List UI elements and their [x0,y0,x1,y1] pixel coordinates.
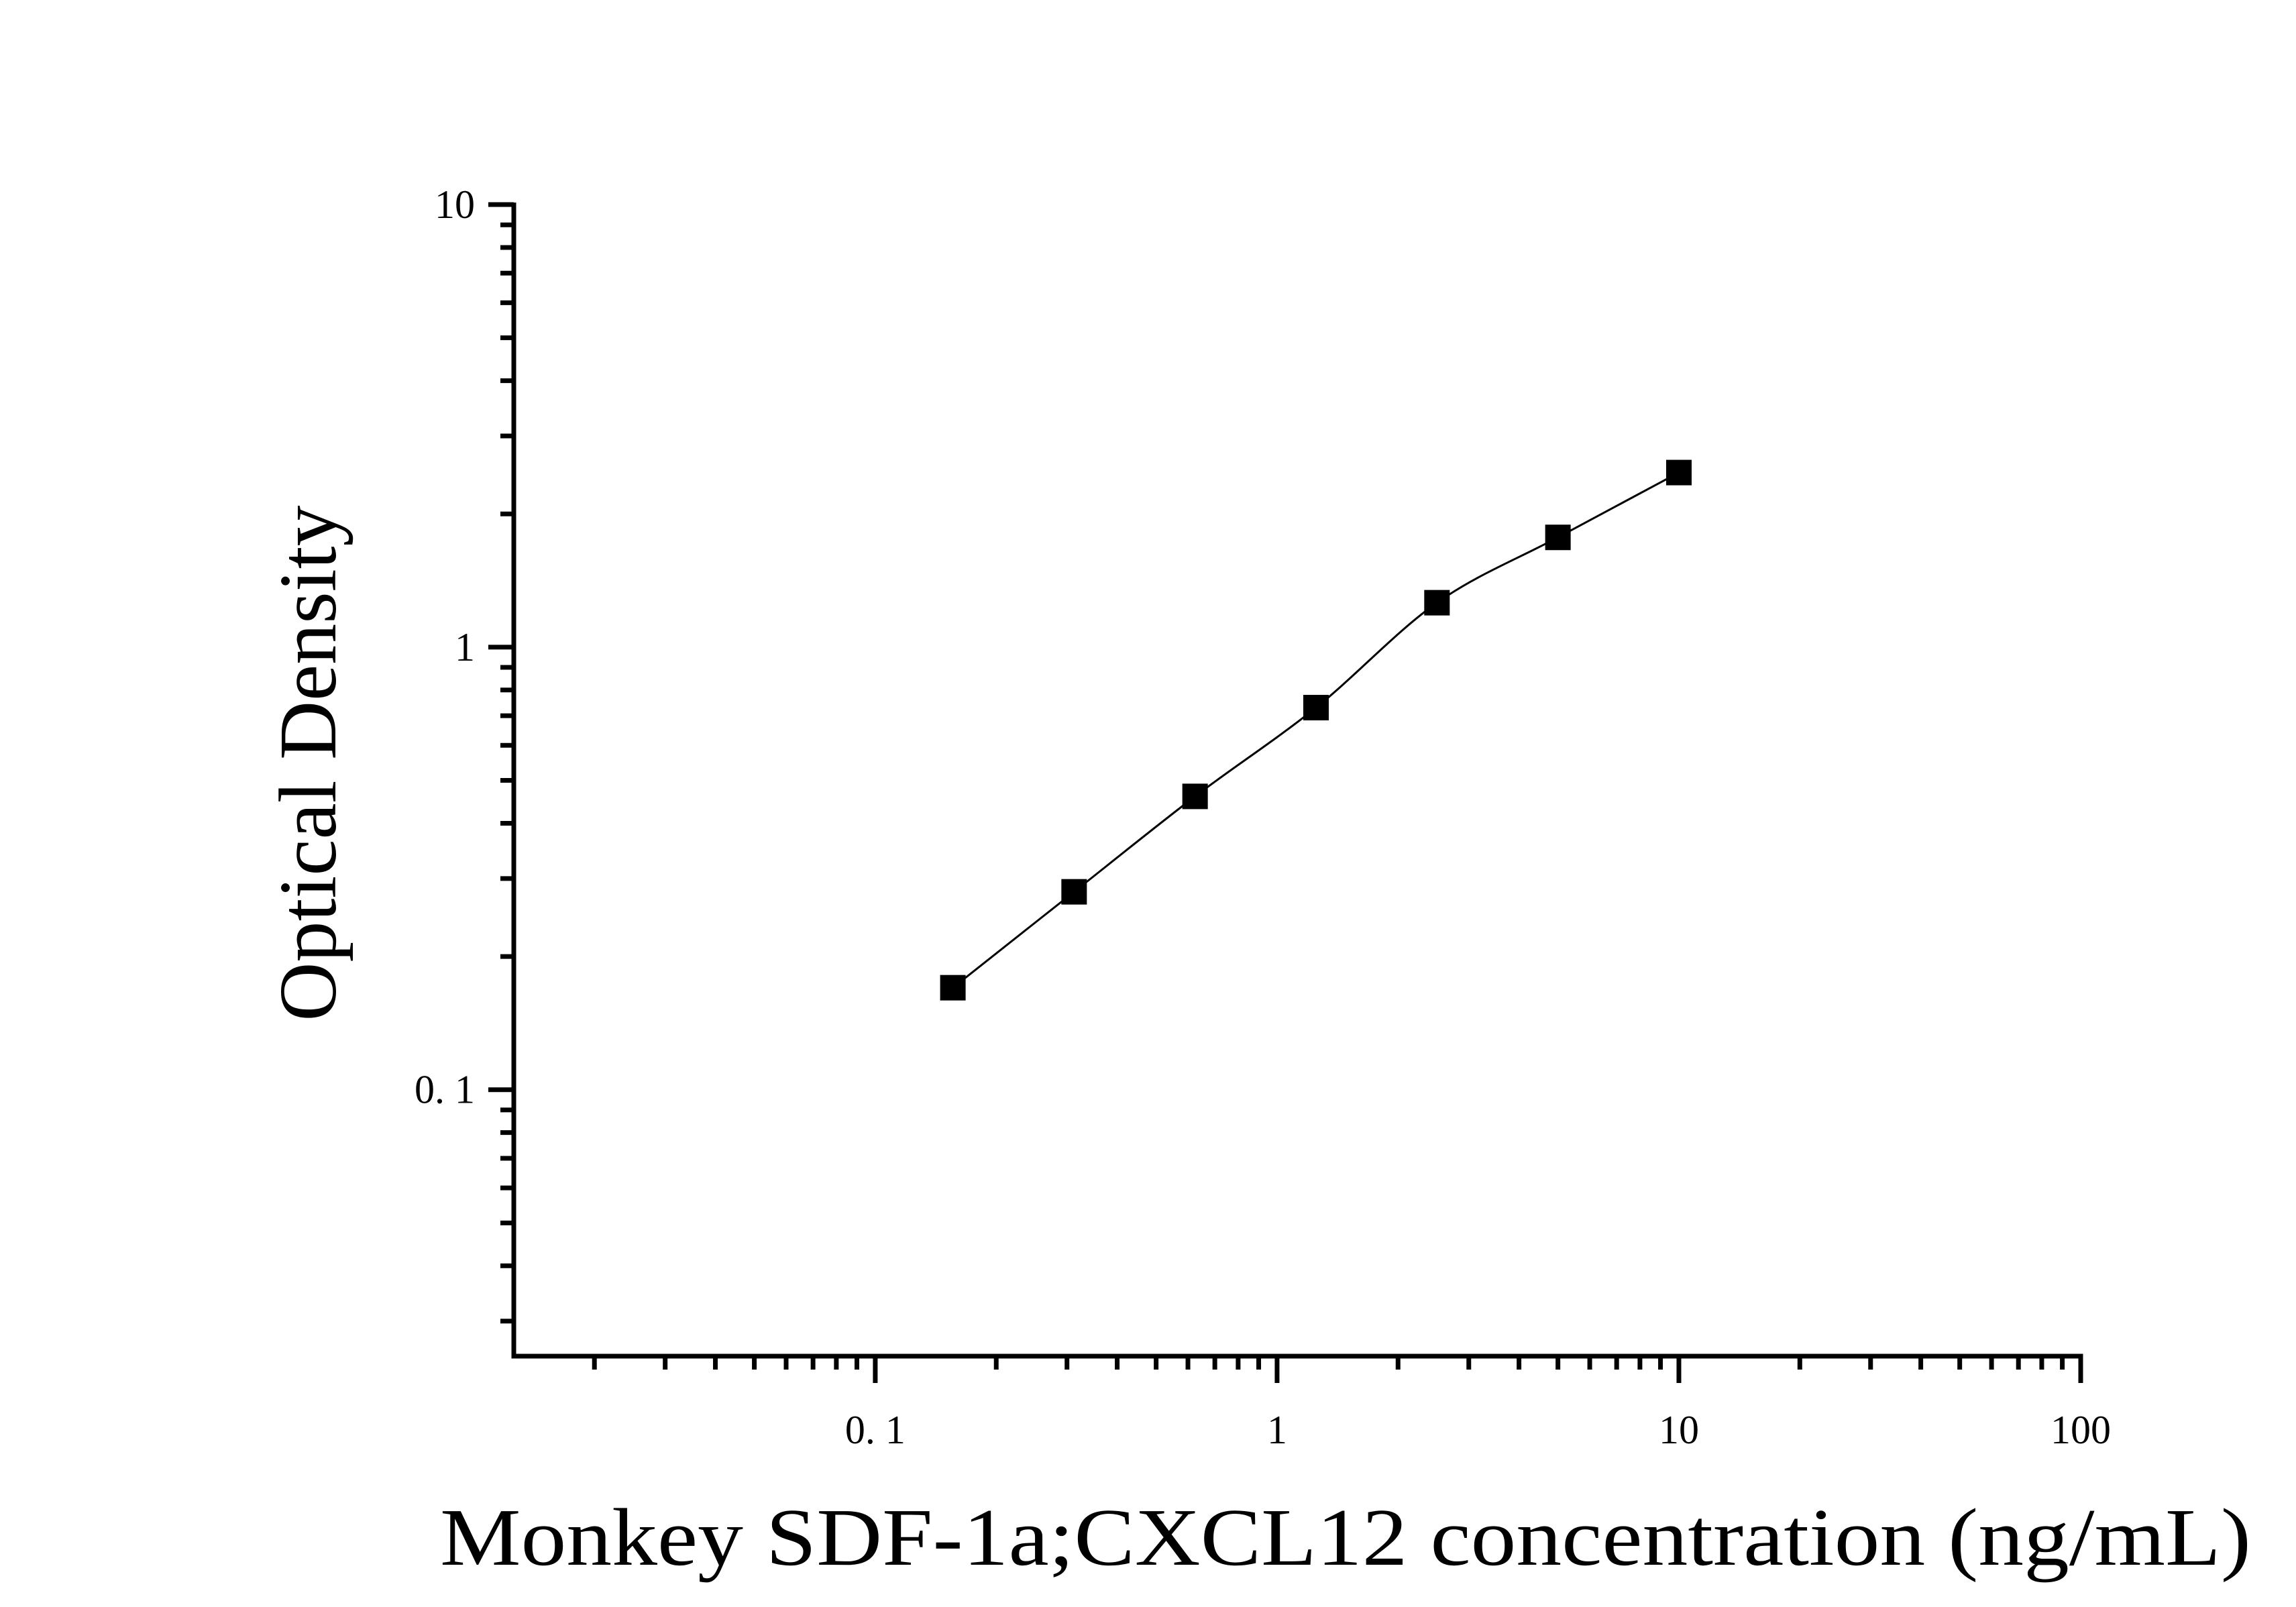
y-tick-label: 10 [435,182,475,227]
x-axis-title: Monkey SDF-1a;CXCL12 concentration (ng/m… [440,1492,2251,1583]
axes [511,203,2083,1359]
y-tick-label: 0. 1 [415,1068,475,1112]
x-tick-label: 1 [1267,1408,1287,1452]
tick-labels: 0. 1 1 10 0. 1 1 10 100 [415,182,2111,1452]
data-point-square [1061,879,1087,905]
data-point-square [1182,783,1208,810]
data-point-square [940,975,966,1001]
axis-ticks [488,202,2083,1383]
data-point-square [1545,524,1571,551]
y-axis-title: Optical Density [263,505,353,1021]
y-tick-label: 1 [455,625,475,669]
data-point-square [1303,695,1329,721]
data-point-square [1665,459,1692,486]
data-point-square [1424,590,1450,616]
x-tick-label: 100 [2051,1408,2111,1452]
x-tick-label: 0. 1 [845,1408,906,1452]
data-markers [940,459,1692,1001]
x-tick-label: 10 [1659,1408,1699,1452]
